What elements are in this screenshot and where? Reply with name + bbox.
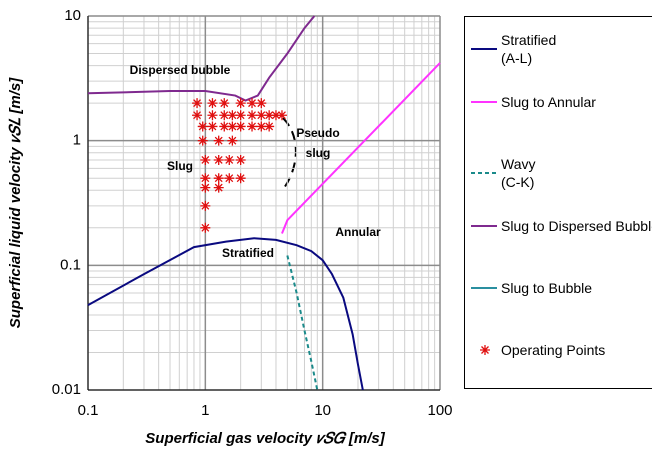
operating-point: [200, 200, 211, 211]
operating-point: [227, 110, 238, 121]
operating-point: [227, 135, 238, 146]
legend-swatch: [480, 345, 490, 355]
operating-point: [207, 98, 218, 109]
legend-label: Slug to Dispersed Bubble: [501, 218, 652, 234]
operating-point: [256, 121, 267, 132]
regime-boundary: [281, 62, 441, 234]
operating-point: [247, 121, 258, 132]
legend-label: Operating Points: [501, 342, 606, 358]
operating-point: [219, 110, 230, 121]
operating-point: [224, 173, 235, 184]
x-tick-label: 0.1: [78, 402, 99, 419]
operating-point: [235, 98, 246, 109]
legend-swatch: [471, 172, 497, 174]
operating-point: [235, 121, 246, 132]
operating-point: [197, 121, 208, 132]
operating-point: [227, 121, 238, 132]
legend-swatch: [471, 225, 497, 227]
operating-point: [264, 110, 275, 121]
legend-entry: Wavy (C-K): [471, 155, 535, 191]
annotation: Pseudo slug: [296, 126, 339, 160]
operating-point: [235, 110, 246, 121]
operating-point: [213, 135, 224, 146]
y-tick-label: 0.01: [52, 381, 81, 398]
operating-point: [264, 121, 275, 132]
operating-point: [219, 121, 230, 132]
legend-swatch: [471, 48, 497, 50]
operating-point: [200, 182, 211, 193]
operating-point: [207, 110, 218, 121]
operating-point: [197, 135, 208, 146]
legend-marker: [480, 345, 490, 355]
legend-entry: Slug to Bubble: [471, 279, 592, 297]
annotation: Dispersed bubble: [130, 63, 231, 77]
annotation: Annular: [335, 225, 381, 239]
y-tick-label: 10: [64, 7, 81, 24]
x-tick-label: 1: [201, 402, 209, 419]
x-axis-title: Superficial gas velocity 𝑣𝑆𝐺 [m/s]: [145, 430, 385, 447]
grid: [87, 15, 441, 391]
operating-point: [276, 110, 287, 121]
operating-point: [247, 110, 258, 121]
operating-point: [224, 154, 235, 165]
operating-point: [235, 154, 246, 165]
operating-point: [256, 110, 267, 121]
operating-point: [213, 154, 224, 165]
operating-point: [200, 154, 211, 165]
regime-boundary: [87, 15, 316, 102]
legend-label: Stratified (A-L): [501, 32, 557, 66]
operating-point: [213, 182, 224, 193]
operating-point: [200, 173, 211, 184]
operating-point: [270, 110, 281, 121]
y-tick-label: 0.1: [60, 256, 81, 273]
x-tick-label: 10: [314, 402, 331, 419]
legend-entry: Slug to Dispersed Bubble: [471, 217, 652, 235]
operating-point: [213, 173, 224, 184]
operating-point: [192, 98, 203, 109]
y-axis-title: Superficial liquid velocity 𝑣𝑆𝐿 [m/s]: [7, 77, 24, 329]
operating-point: [219, 98, 230, 109]
operating-point: [192, 110, 203, 121]
operating-point: [207, 121, 218, 132]
operating-point: [200, 222, 211, 233]
legend-entry: Stratified (A-L): [471, 31, 556, 67]
legend-entry: Operating Points: [471, 341, 605, 359]
legend-swatch: [471, 101, 497, 103]
regime-boundary: [87, 237, 364, 391]
legend-swatch: [471, 287, 497, 289]
annotation: Slug: [167, 159, 193, 173]
y-tick-label: 1: [73, 132, 81, 149]
annotation: Stratified: [222, 246, 274, 260]
operating-point: [247, 98, 258, 109]
x-tick-label: 100: [427, 402, 452, 419]
legend-label: Slug to Annular: [501, 94, 596, 110]
operating-point: [235, 173, 246, 184]
regime-boundary: [286, 255, 319, 391]
legend: Stratified (A-L) Slug to Annular Wavy (C-K…: [464, 16, 652, 389]
legend-entry: Slug to Annular: [471, 93, 596, 111]
legend-label: Wavy (C-K): [501, 156, 536, 190]
legend-label: Slug to Bubble: [501, 280, 593, 296]
operating-point: [256, 98, 267, 109]
